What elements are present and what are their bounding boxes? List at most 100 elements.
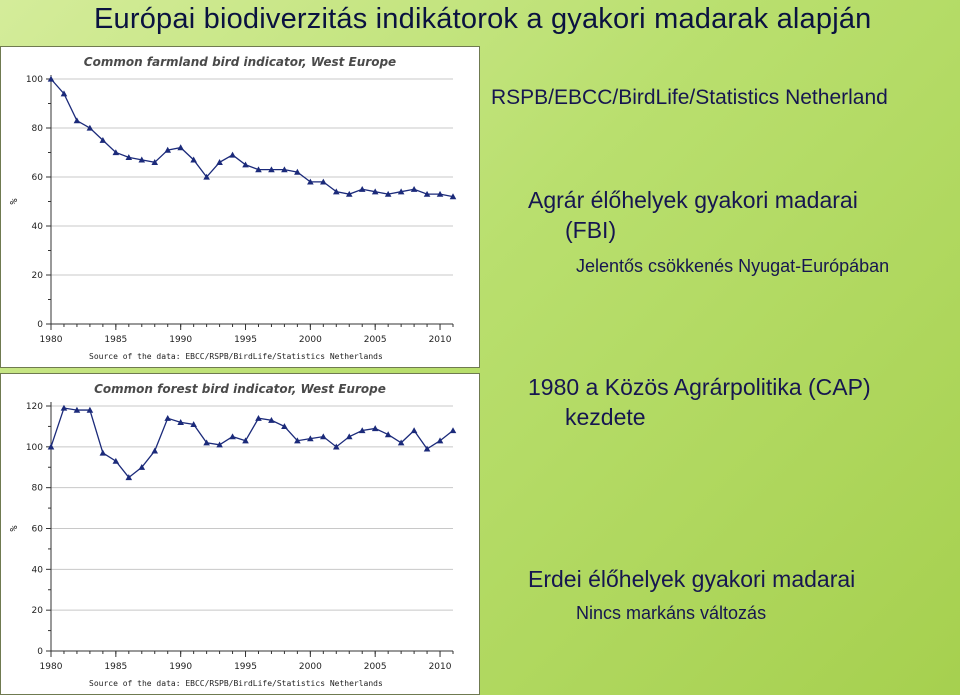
chart-forest-data-point [99, 449, 107, 456]
chart-forest-data-point [86, 406, 94, 413]
chart-farmland-data-point [151, 159, 159, 165]
chart-farmland-data-point [294, 168, 301, 175]
chart-farmland-data-point [125, 154, 133, 161]
chart-forest-xtick-label: 1990 [169, 662, 192, 672]
chart-farmland-data-point [177, 144, 184, 151]
chart-farmland-ytick-label: 80 [32, 124, 44, 134]
chart-forest-xtick-label: 2010 [429, 662, 452, 672]
farmland-heading: Agrár élőhelyek gyakori madarai (FBI) [528, 187, 858, 243]
chart-farmland-data-point [138, 156, 146, 163]
chart-forest-data-point [358, 427, 366, 434]
chart-forest-data-point [125, 474, 133, 481]
chart-forest-data-point [216, 441, 223, 448]
forest-note: Nincs markáns változás [576, 603, 767, 623]
chart-farmland-xtick-label: 1985 [104, 335, 127, 345]
chart-farmland-xtick-label: 1980 [40, 335, 63, 345]
chart-forest-ytick-label: 80 [32, 484, 44, 494]
chart-farmland-ylabel: % [9, 198, 20, 204]
chart-farmland-ytick-label: 40 [32, 222, 44, 232]
chart-forest-data-point [332, 443, 340, 450]
chart-forest-data-point [177, 419, 184, 425]
chart-forest-data-point [138, 463, 146, 470]
chart-farmland-data-point [216, 159, 223, 165]
farmland-chart-panel: Common farmland bird indicator, West Eur… [0, 46, 480, 368]
slide-title: Európai biodiverzitás indikátorok a gyak… [94, 3, 872, 35]
chart-farmland-source-note: Source of the data: EBCC/RSPB/BirdLife/S… [89, 352, 383, 361]
chart-forest-xtick-label: 2000 [299, 662, 322, 672]
cap-start-text: 1980 a Közös Agrárpolitika (CAP) kezdete [528, 374, 871, 430]
forest-heading: Erdei élőhelyek gyakori madarai [528, 566, 856, 592]
chart-farmland-data-point [332, 188, 340, 195]
chart-forest-data-point [112, 457, 120, 464]
chart-forest-data-point [60, 404, 68, 411]
chart-farmland-data-point [229, 151, 236, 158]
chart-farmland-ytick-label: 100 [26, 75, 43, 85]
chart-farmland-ytick-label: 0 [37, 320, 43, 330]
chart-forest-data-point [371, 425, 379, 432]
chart-forest-data-point [345, 433, 353, 440]
chart-forest-ytick-label: 0 [37, 647, 43, 657]
chart-farmland-data-point [255, 166, 262, 173]
chart-forest-ytick-label: 100 [26, 443, 43, 453]
chart-farmland-data-point [384, 190, 392, 197]
chart-forest-ytick-label: 20 [32, 606, 44, 616]
chart-forest-data-point [423, 445, 431, 452]
chart-farmland-series-line [50, 78, 454, 198]
chart-forest-data-point [320, 433, 327, 440]
chart-forest-ytick-label: 120 [26, 402, 43, 412]
chart-forest-data-point [436, 437, 444, 444]
chart-farmland-data-point [449, 193, 457, 200]
chart-farmland-ytick-label: 60 [32, 173, 44, 183]
chart-forest-data-point [47, 443, 55, 450]
chart-forest-data-point [190, 421, 197, 428]
chart-farmland-data-point [410, 185, 418, 192]
chart-forest-data-point [242, 437, 249, 444]
chart-farmland-data-point [99, 136, 107, 143]
chart-farmland-data-point [436, 190, 444, 197]
chart-farmland-data-point [242, 161, 249, 168]
chart-forest-data-point [410, 427, 418, 434]
chart-farmland-xtick-label: 2000 [299, 335, 322, 345]
chart-forest-ytick-label: 40 [32, 565, 44, 575]
chart-farmland-data-point [268, 166, 275, 173]
chart-farmland-xtick-label: 2005 [364, 335, 387, 345]
chart-forest-series-line [50, 407, 454, 479]
chart-farmland-data-point [423, 190, 431, 197]
chart-farmland-data-point [397, 188, 405, 195]
chart-forest-data-point [281, 423, 288, 430]
chart-farmland-data-point [371, 188, 379, 195]
chart-forest-data-point [449, 427, 457, 434]
chart-farmland-data-point [164, 146, 172, 153]
chart-forest-xtick-label: 1995 [234, 662, 257, 672]
chart-forest-ylabel: % [9, 525, 20, 531]
chart-farmland-data-point [307, 178, 314, 185]
chart-farmland-xtick-label: 1995 [234, 335, 257, 345]
chart-farmland-data-point [73, 117, 81, 124]
chart-forest-data-point [164, 414, 172, 421]
chart-farmland-data-point [190, 156, 197, 163]
chart-farmland-data-point [47, 75, 55, 82]
source-credit: RSPB/EBCC/BirdLife/Statistics Netherland [491, 86, 888, 109]
chart-farmland-data-point [112, 149, 120, 156]
chart-forest-xtick-label: 2005 [364, 662, 387, 672]
chart-forest-source-note: Source of the data: EBCC/RSPB/BirdLife/S… [89, 679, 383, 688]
chart-farmland-ytick-label: 20 [32, 271, 44, 281]
chart-farmland-xtick-label: 2010 [429, 335, 452, 345]
forest-bird-chart: Common forest bird indicator, West Europ… [9, 382, 457, 688]
chart-forest-data-point [294, 437, 301, 444]
chart-forest-data-point [397, 439, 405, 446]
chart-forest-title: Common forest bird indicator, West Europ… [94, 382, 386, 396]
chart-farmland-data-point [203, 173, 210, 180]
chart-forest-data-point [203, 439, 210, 446]
chart-forest-data-point [73, 406, 81, 413]
chart-farmland-data-point [345, 190, 353, 197]
farmland-bird-chart: Common farmland bird indicator, West Eur… [9, 55, 457, 361]
chart-farmland-data-point [86, 124, 94, 131]
chart-forest-xtick-label: 1985 [104, 662, 127, 672]
chart-forest-ytick-label: 60 [32, 525, 44, 535]
chart-forest-data-point [268, 416, 275, 423]
chart-farmland-data-point [320, 178, 327, 185]
chart-forest-data-point [229, 433, 236, 440]
chart-forest-data-point [307, 435, 314, 442]
chart-farmland-data-point [60, 90, 68, 97]
